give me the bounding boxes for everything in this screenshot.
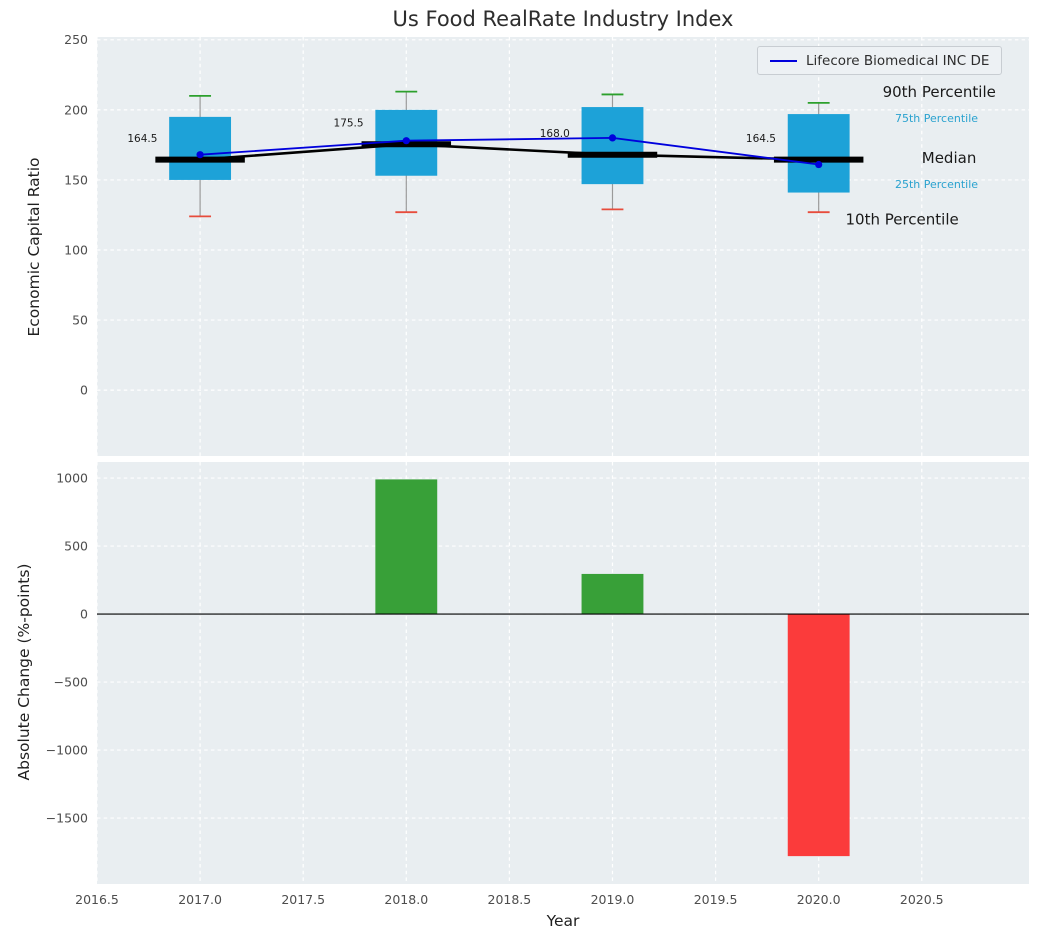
top-panel-background <box>97 37 1029 456</box>
bottom-panel-background <box>97 462 1029 884</box>
median-value-label: 168.0 <box>540 128 570 140</box>
y-tick-label: 50 <box>72 312 88 327</box>
box-2020 <box>787 114 850 193</box>
median-value-label: 175.5 <box>334 118 364 130</box>
percentile-label: 10th Percentile <box>845 211 958 229</box>
x-tick-label: 2018.5 <box>488 892 532 907</box>
y-tick-label: 0 <box>80 606 88 621</box>
percentile-label: Median <box>922 149 977 167</box>
bottom-y-axis-label: Absolute Change (%-points) <box>15 563 33 781</box>
median-value-label: 164.5 <box>746 133 776 145</box>
y-tick-label: −500 <box>54 674 88 689</box>
bottom-panel: 1000 500 0 −500 −1000 −1500 2016.5 2017.0 2017.5… <box>46 462 1029 907</box>
percentile-label: 25th Percentile <box>895 178 978 191</box>
box-2019 <box>581 107 644 185</box>
y-tick-label: 0 <box>80 383 88 398</box>
change-bar-2018 <box>375 479 438 615</box>
y-tick-label: 250 <box>64 32 88 47</box>
change-bar-2019 <box>581 573 644 615</box>
legend-label: Lifecore Biomedical INC DE <box>806 52 990 69</box>
x-axis-label: Year <box>546 912 580 930</box>
y-tick-label: 200 <box>64 102 88 117</box>
company-series-point <box>815 160 823 169</box>
change-bar-2020 <box>787 614 850 857</box>
legend: Lifecore Biomedical INC DE <box>757 46 1003 75</box>
top-panel: 0 50 100 150 200 250 164.5 175.5 168.0 164.5 90th … <box>64 32 1029 456</box>
x-tick-label: 2018.0 <box>384 892 428 907</box>
x-tick-label: 2019.5 <box>694 892 738 907</box>
legend-line-sample <box>770 59 797 62</box>
company-series-line <box>200 136 819 166</box>
x-tick-label: 2016.5 <box>75 892 119 907</box>
box-2017 <box>169 116 232 180</box>
company-series-point <box>196 151 204 159</box>
y-tick-label: 150 <box>64 172 88 187</box>
top-y-axis-label: Economic Capital Ratio <box>25 157 43 337</box>
y-tick-label: 500 <box>64 538 88 553</box>
company-series-point <box>608 134 617 142</box>
x-tick-label: 2020.5 <box>900 892 944 907</box>
y-tick-label: 1000 <box>56 470 88 485</box>
percentile-label: 75th Percentile <box>895 112 978 125</box>
x-tick-label: 2020.0 <box>797 892 841 907</box>
y-tick-label: −1500 <box>46 810 88 825</box>
y-tick-label: 100 <box>64 242 88 257</box>
percentile-label: 90th Percentile <box>883 83 996 101</box>
y-tick-label: −1000 <box>46 742 88 757</box>
x-tick-label: 2017.5 <box>281 892 325 907</box>
company-series-point <box>402 137 410 145</box>
chart-title: Us Food RealRate Industry Index <box>392 7 734 31</box>
median-value-label: 164.5 <box>127 133 157 145</box>
median-trend-line <box>200 142 819 161</box>
x-tick-label: 2017.0 <box>178 892 222 907</box>
x-tick-label: 2019.0 <box>591 892 635 907</box>
